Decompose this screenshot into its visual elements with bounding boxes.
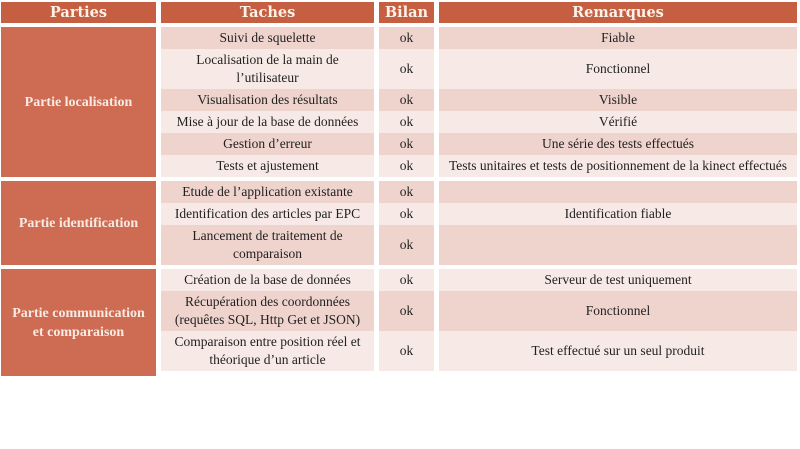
tache-cell: Etude de l’application existante: [156, 177, 374, 203]
remarque-cell: [434, 225, 797, 265]
tache-cell: Récupération des coordonnées (requêtes S…: [156, 291, 374, 331]
table-row: Mise à jour de la base de données ok Vér…: [1, 111, 797, 133]
spacer-cell: [156, 371, 374, 376]
table-header: Parties Taches Bilan Remarques: [1, 2, 797, 27]
table-row: Récupération des coordonnées (requêtes S…: [1, 291, 797, 331]
bilan-cell: ok: [374, 155, 434, 177]
remarque-cell: Vérifié: [434, 111, 797, 133]
column-header-bilan: Bilan: [374, 2, 434, 27]
table-row: Localisation de la main de l’utilisateur…: [1, 49, 797, 89]
table-body: Partie localisation Suivi de squelette o…: [1, 27, 797, 376]
bilan-cell: ok: [374, 331, 434, 371]
remarque-cell: Fiable: [434, 27, 797, 49]
bilan-cell: ok: [374, 203, 434, 225]
bilan-cell: ok: [374, 133, 434, 155]
tache-cell: Tests et ajustement: [156, 155, 374, 177]
status-table: Parties Taches Bilan Remarques Partie lo…: [1, 2, 797, 376]
bilan-cell: ok: [374, 225, 434, 265]
tache-cell: Création de la base de données: [156, 265, 374, 291]
party-cell-identification: Partie identification: [1, 177, 156, 265]
party-cell-communication: Partie communication et comparaison: [1, 265, 156, 376]
tache-cell: Gestion d’erreur: [156, 133, 374, 155]
table-row: Identification des articles par EPC ok I…: [1, 203, 797, 225]
tache-cell: Visualisation des résultats: [156, 89, 374, 111]
remarque-cell: [434, 177, 797, 203]
table-row: Partie communication et comparaison Créa…: [1, 265, 797, 376]
header-row: Parties Taches Bilan Remarques: [1, 2, 797, 27]
bilan-cell: ok: [374, 265, 434, 291]
table-row: Tests et ajustement ok Tests unitaires e…: [1, 155, 797, 177]
spacer-cell: [434, 371, 797, 376]
tache-cell: Comparaison entre position réel et théor…: [156, 331, 374, 371]
tache-cell: Lancement de traitement de comparaison: [156, 225, 374, 265]
remarque-cell: Test effectué sur un seul produit: [434, 331, 797, 371]
table-row: Partie localisation Suivi de squelette o…: [1, 27, 797, 177]
tache-cell: Suivi de squelette: [156, 27, 374, 49]
column-header-parties: Parties: [1, 2, 156, 27]
table-bottom-spacer-row: [1, 371, 797, 376]
remarque-cell: Tests unitaires et tests de positionneme…: [434, 155, 797, 177]
bilan-cell: ok: [374, 111, 434, 133]
remarque-cell: Fonctionnel: [434, 291, 797, 331]
column-header-taches: Taches: [156, 2, 374, 27]
bilan-cell: ok: [374, 27, 434, 49]
party-cell-localisation: Partie localisation: [1, 27, 156, 177]
table-row: Visualisation des résultats ok Visible: [1, 89, 797, 111]
bilan-cell: ok: [374, 177, 434, 203]
remarque-cell: Fonctionnel: [434, 49, 797, 89]
remarque-cell: Visible: [434, 89, 797, 111]
tache-cell: Identification des articles par EPC: [156, 203, 374, 225]
remarque-cell: Identification fiable: [434, 203, 797, 225]
bilan-cell: ok: [374, 49, 434, 89]
column-header-remarques: Remarques: [434, 2, 797, 27]
table-row: Comparaison entre position réel et théor…: [1, 331, 797, 371]
table-row: Gestion d’erreur ok Une série des tests …: [1, 133, 797, 155]
table-row: Partie identification Etude de l’applica…: [1, 177, 797, 265]
tache-cell: Localisation de la main de l’utilisateur: [156, 49, 374, 89]
tache-cell: Mise à jour de la base de données: [156, 111, 374, 133]
bilan-cell: ok: [374, 291, 434, 331]
bilan-cell: ok: [374, 89, 434, 111]
table-row: Lancement de traitement de comparaison o…: [1, 225, 797, 265]
spacer-cell: [374, 371, 434, 376]
remarque-cell: Une série des tests effectués: [434, 133, 797, 155]
remarque-cell: Serveur de test uniquement: [434, 265, 797, 291]
